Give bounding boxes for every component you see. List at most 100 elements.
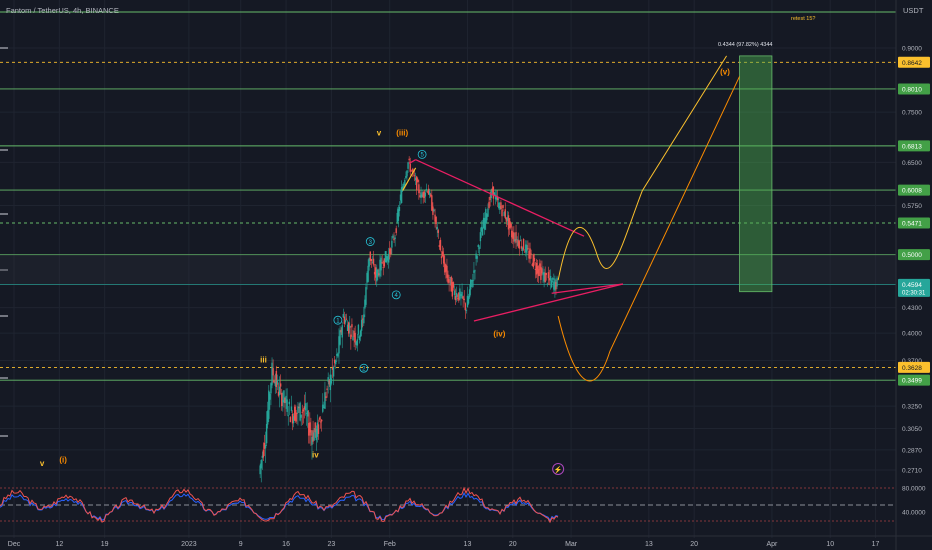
candle-body [417, 179, 419, 183]
candle-body [454, 295, 457, 301]
candle-body [350, 334, 352, 339]
time-tick-label: 9 [239, 541, 243, 548]
price-badge[interactable] [898, 278, 930, 297]
candle-body [322, 404, 324, 412]
candle-body [285, 395, 287, 403]
wave-label: iii [260, 355, 267, 364]
candle-body [299, 402, 301, 421]
candle-body [479, 232, 482, 242]
time-tick-label: 2023 [181, 541, 197, 548]
price-tick-label: 0.7500 [902, 110, 922, 117]
candle-body [315, 428, 318, 441]
candle-body [461, 292, 463, 298]
candle-body [452, 282, 455, 288]
candle-body [397, 209, 400, 221]
candle-body [440, 256, 443, 259]
candle-body [530, 253, 532, 255]
triangle-upper-line[interactable] [415, 159, 585, 237]
candle-body [543, 271, 545, 282]
candle-body [449, 277, 451, 279]
price-badge-label: 0.6813 [902, 143, 922, 150]
candle-body [472, 280, 474, 287]
projection-path-orange[interactable] [557, 76, 740, 382]
candle-body [318, 417, 321, 420]
candle-body [406, 170, 408, 177]
price-badge[interactable] [898, 140, 930, 152]
time-axis[interactable]: Dec 12 19 2023 9 16 23 Feb 13 20 Mar 13 20 Apr 10 17 [8, 541, 880, 548]
drawings[interactable]: v (i) iii iv v (iii) (iv) (v) 1 2 3 4 5 ⚡ [40, 55, 740, 475]
candle-body [516, 239, 518, 241]
circle-label-text: 5 [420, 153, 424, 159]
target-box[interactable] [739, 55, 773, 293]
candle-body [507, 215, 510, 230]
candle-body [459, 288, 461, 299]
candle-body [389, 248, 391, 254]
candle-body [495, 195, 498, 200]
candle-body [441, 251, 444, 257]
price-badge[interactable] [898, 361, 930, 373]
price-badge[interactable] [898, 56, 930, 68]
candle-body [292, 416, 295, 424]
candle-body [416, 176, 418, 191]
price-badge[interactable] [898, 83, 930, 95]
candle-body [532, 254, 535, 268]
candle-body [477, 245, 479, 248]
candle-body [474, 270, 476, 272]
triangle-lower-ext[interactable] [551, 283, 624, 294]
candle-body [419, 195, 421, 197]
candle-body [447, 274, 449, 283]
candle-body [271, 362, 273, 386]
candle-body [552, 278, 554, 280]
candle-body [465, 310, 468, 311]
candle-body [394, 237, 396, 240]
triangle-top[interactable] [408, 159, 416, 165]
circle-label-ring [359, 363, 369, 373]
candle-body [413, 175, 416, 177]
candle-body [488, 201, 490, 209]
flash-icon[interactable] [552, 463, 565, 475]
price-axis[interactable]: 0.9000 0.7500 0.6500 0.5750 0.4300 0.4000 0.37… [895, 0, 930, 550]
candle-body [277, 391, 280, 396]
candle-body [455, 292, 458, 298]
candle-body [385, 256, 388, 263]
candle-body [267, 410, 269, 425]
candle-body [521, 247, 524, 251]
wave-5-segment[interactable] [402, 167, 417, 191]
candle-body [354, 332, 356, 343]
candle-body [492, 186, 495, 199]
candle-body [467, 296, 470, 304]
candle-body [469, 279, 472, 290]
circle-label-text: 4 [395, 293, 399, 299]
candle-body [362, 318, 364, 320]
price-badge[interactable] [898, 374, 930, 386]
target-box-rect[interactable] [739, 55, 773, 293]
candle-body [351, 324, 353, 328]
candle-body [356, 339, 359, 346]
candle-body [446, 265, 448, 278]
candle-body [360, 319, 363, 331]
candle-body [262, 449, 265, 458]
candle-body [525, 244, 527, 253]
candle-body [527, 248, 529, 250]
candle-body [303, 406, 306, 410]
price-badge[interactable] [898, 249, 930, 261]
time-tick-label: 10 [826, 541, 834, 548]
time-tick-label: 20 [509, 541, 517, 548]
candle-body [301, 411, 303, 413]
candle-body [282, 400, 284, 403]
triangle-lower-line[interactable] [473, 283, 624, 322]
price-tick-label: 0.3250 [902, 404, 922, 411]
projection-path-yellow[interactable] [557, 55, 727, 281]
price-badge[interactable] [898, 217, 930, 229]
circle-label-ring [391, 290, 401, 300]
candle-body [273, 380, 275, 383]
price-tick-label: 0.2870 [902, 447, 922, 454]
price-badge[interactable] [898, 184, 930, 196]
candle-body [484, 218, 486, 230]
wave-label: (iii) [396, 128, 408, 137]
candle-body [392, 235, 394, 238]
candle-body [373, 271, 376, 275]
time-tick-label: 12 [55, 541, 63, 548]
candle-body [305, 412, 308, 414]
